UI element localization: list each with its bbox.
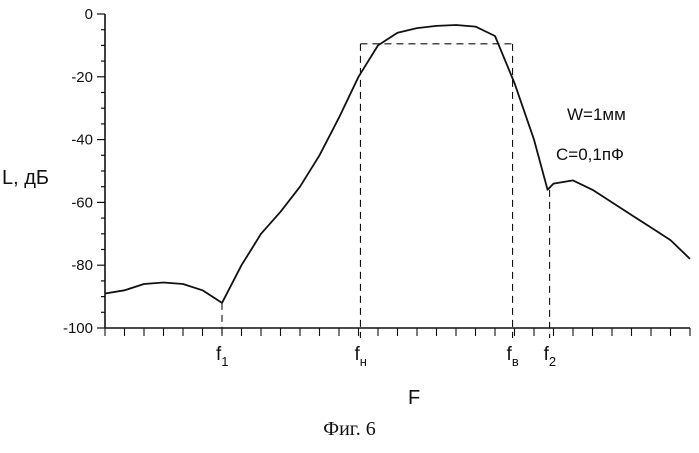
- marker-label-subscript: в: [512, 354, 519, 369]
- y-tick-label: -20: [71, 69, 93, 86]
- y-ticks: 0 -20 -40 -60 -80 -100: [63, 6, 105, 337]
- marker-labels: f1 fн fв f2: [216, 344, 556, 369]
- marker-label-subscript: 2: [549, 354, 556, 369]
- y-tick-label: 0: [85, 6, 93, 23]
- y-tick-label: -40: [71, 132, 93, 149]
- annotation-width: W=1мм: [567, 105, 626, 124]
- x-ticks: [105, 328, 690, 336]
- marker-label-subscript: 1: [221, 354, 228, 369]
- x-axis-title: F: [408, 387, 420, 409]
- chart-axes: [105, 14, 690, 328]
- y-axis-title: L, дБ: [2, 167, 49, 189]
- y-tick-label: -100: [63, 320, 93, 337]
- figure-caption: Фиг. 6: [0, 418, 699, 441]
- y-tick-label: -60: [71, 194, 93, 211]
- annotation-capacitance: C=0,1пФ: [556, 145, 624, 164]
- marker-label-subscript: н: [360, 354, 367, 369]
- marker-label-fв: fв: [507, 344, 519, 369]
- y-tick-label: -80: [71, 257, 93, 274]
- marker-label-f1: f1: [216, 344, 229, 369]
- marker-label-fн: fн: [354, 344, 366, 369]
- marker-guide-lines: [222, 44, 550, 338]
- marker-label-f2: f2: [544, 344, 557, 369]
